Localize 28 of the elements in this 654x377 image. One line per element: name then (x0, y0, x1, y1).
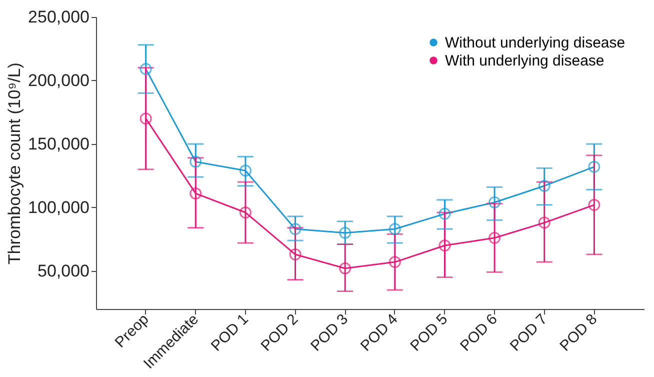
y-tick-label: 50,000 (38, 261, 90, 280)
point (140, 63, 152, 76)
point (388, 256, 401, 268)
point (239, 206, 252, 218)
point (488, 232, 501, 244)
y-axis-title: Thrombocyte count (10⁹/L) (5, 62, 24, 264)
point (289, 248, 302, 260)
point (538, 180, 550, 192)
point (438, 208, 451, 220)
point (588, 160, 600, 173)
y-tick-label: 150,000 (28, 134, 90, 154)
point (140, 112, 152, 125)
y-tick-label: 200,000 (28, 70, 90, 90)
legend-label: Without underlying disease (445, 34, 626, 52)
point (488, 196, 501, 208)
point (339, 226, 352, 239)
point (588, 198, 600, 211)
point (438, 240, 451, 252)
point (190, 156, 202, 168)
point (538, 216, 550, 229)
point (339, 262, 352, 274)
point (289, 223, 302, 235)
y-tick-label: 250,000 (28, 8, 90, 26)
legend-label: With underlying disease (445, 52, 604, 70)
point (388, 223, 401, 235)
point (239, 164, 252, 177)
y-tick-label: 100,000 (28, 198, 90, 217)
point (190, 187, 202, 200)
